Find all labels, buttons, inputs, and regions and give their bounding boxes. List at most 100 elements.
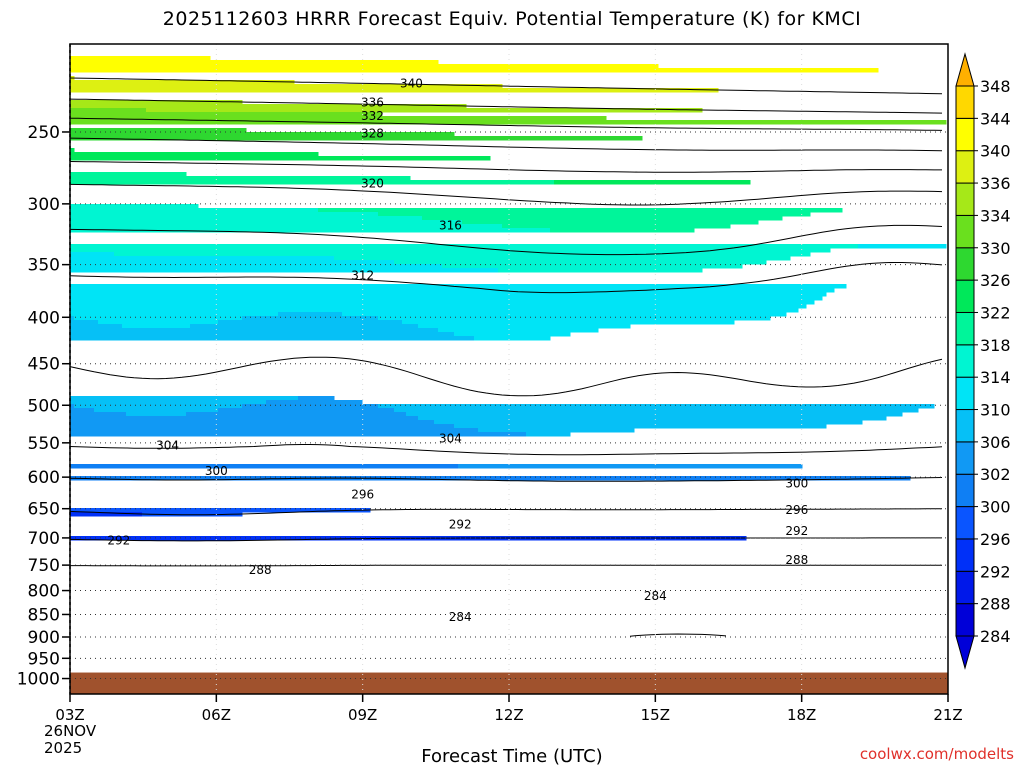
colorbar-swatch bbox=[955, 311, 975, 346]
gridlines bbox=[69, 44, 949, 694]
watermark-link[interactable]: coolwx.com/modelts bbox=[859, 745, 1014, 763]
fill-cell bbox=[454, 332, 571, 337]
fill-cell bbox=[70, 288, 835, 293]
contour-label-292: 292 bbox=[107, 534, 130, 548]
contour-label-292: 292 bbox=[785, 524, 808, 538]
fill-cell bbox=[70, 208, 319, 213]
fill-cell bbox=[70, 252, 115, 257]
fill-cell bbox=[70, 220, 463, 225]
x-tick-label: 09Z bbox=[348, 706, 377, 724]
colorbar-label: 296 bbox=[980, 530, 1011, 549]
contour-324 bbox=[69, 161, 942, 173]
contour-label-300: 300 bbox=[205, 464, 228, 478]
fill-cell bbox=[70, 264, 443, 269]
fill-cell bbox=[70, 396, 299, 401]
fill-cell bbox=[70, 332, 455, 337]
y-tick-label: 600 bbox=[28, 468, 60, 488]
fill-cell bbox=[70, 56, 211, 61]
contour-300 bbox=[69, 477, 943, 482]
contour-336 bbox=[69, 98, 943, 114]
contour-284 bbox=[629, 633, 727, 637]
y-tick-label: 1000 bbox=[17, 670, 60, 690]
fill-cell bbox=[478, 428, 635, 433]
fill-cell bbox=[70, 100, 243, 105]
colorbar: 284 288 292 296 300 302 306 310 314 318 322 326 330 3… bbox=[955, 52, 1011, 670]
y-tick-label: 750 bbox=[28, 556, 60, 576]
fill-cell bbox=[406, 412, 903, 417]
fill-cell bbox=[70, 300, 815, 305]
fill-cell bbox=[378, 316, 771, 321]
fill-cell bbox=[442, 264, 743, 269]
fill-cell bbox=[402, 320, 735, 325]
x-axis: 03Z 06Z 09Z 12Z 15Z 18Z 21Z bbox=[55, 694, 963, 724]
colorbar-swatch bbox=[955, 570, 975, 605]
fill-cell bbox=[418, 416, 887, 421]
y-tick-label: 950 bbox=[28, 649, 60, 669]
fill-cell bbox=[70, 328, 439, 333]
x-tick-label: 21Z bbox=[933, 706, 962, 724]
fill-cell bbox=[554, 180, 751, 185]
fill-cell bbox=[70, 336, 475, 341]
colorbar-swatch bbox=[955, 473, 975, 508]
colorbar-swatch bbox=[955, 182, 975, 216]
fill-cell bbox=[498, 268, 703, 273]
fill-cell bbox=[70, 148, 75, 153]
fill-cell bbox=[70, 408, 95, 413]
fill-cell bbox=[70, 312, 279, 317]
contour-328 bbox=[69, 137, 943, 152]
contour-label-340: 340 bbox=[400, 76, 423, 90]
fill-cell bbox=[70, 112, 383, 117]
theta-e-fill bbox=[70, 56, 947, 541]
fill-cell bbox=[70, 60, 439, 65]
colorbar-label: 322 bbox=[980, 303, 1011, 322]
ground-surface bbox=[70, 672, 948, 694]
fill-cell bbox=[394, 408, 919, 413]
colorbar-swatch bbox=[955, 376, 975, 411]
contour-lines bbox=[69, 77, 943, 637]
fill-cell bbox=[342, 312, 787, 317]
fill-cell bbox=[526, 432, 571, 437]
y-tick-label: 550 bbox=[28, 434, 60, 454]
fill-cell bbox=[70, 324, 123, 329]
fill-cell bbox=[434, 420, 863, 425]
contour-296 bbox=[69, 508, 942, 516]
fill-cell bbox=[70, 260, 395, 265]
colorbar-label: 340 bbox=[980, 142, 1011, 161]
y-tick-label: 400 bbox=[28, 308, 60, 328]
contour-label-304: 304 bbox=[156, 439, 179, 453]
fill-cell bbox=[70, 424, 455, 429]
fill-cell bbox=[858, 244, 947, 249]
fill-cell bbox=[70, 172, 187, 177]
fill-cell bbox=[462, 220, 759, 225]
fill-cell bbox=[70, 464, 459, 469]
colorbar-swatch bbox=[955, 344, 975, 378]
x-tick-label: 15Z bbox=[641, 706, 670, 724]
colorbar-label: 288 bbox=[980, 595, 1011, 614]
contour-label-284: 284 bbox=[449, 610, 472, 624]
fill-cell bbox=[94, 408, 219, 413]
colorbar-label: 310 bbox=[980, 401, 1011, 420]
fill-cell bbox=[74, 404, 243, 409]
colorbar-swatch bbox=[955, 538, 975, 572]
colorbar-label: 348 bbox=[980, 77, 1011, 96]
fill-cell bbox=[70, 152, 319, 157]
y-tick-label: 800 bbox=[28, 582, 60, 602]
fill-cell bbox=[70, 80, 295, 85]
fill-cell bbox=[70, 320, 99, 325]
y-tick-label: 300 bbox=[28, 195, 60, 215]
colorbar-swatch bbox=[955, 117, 975, 152]
fill-cell bbox=[438, 328, 599, 333]
fill-cell bbox=[334, 256, 791, 261]
fill-cell bbox=[70, 508, 371, 513]
y-tick-label: 350 bbox=[28, 256, 60, 276]
fill-cell bbox=[186, 412, 407, 417]
colorbar-label: 292 bbox=[980, 562, 1011, 581]
fill-cell bbox=[70, 428, 479, 433]
contour-label-336: 336 bbox=[361, 96, 384, 110]
x-tick-label: 12Z bbox=[494, 706, 523, 724]
colorbar-label: 334 bbox=[980, 206, 1011, 225]
fill-cell bbox=[70, 224, 503, 229]
colorbar-swatch bbox=[955, 441, 975, 475]
colorbar-label: 326 bbox=[980, 271, 1011, 290]
colorbar-label: 330 bbox=[980, 239, 1011, 258]
